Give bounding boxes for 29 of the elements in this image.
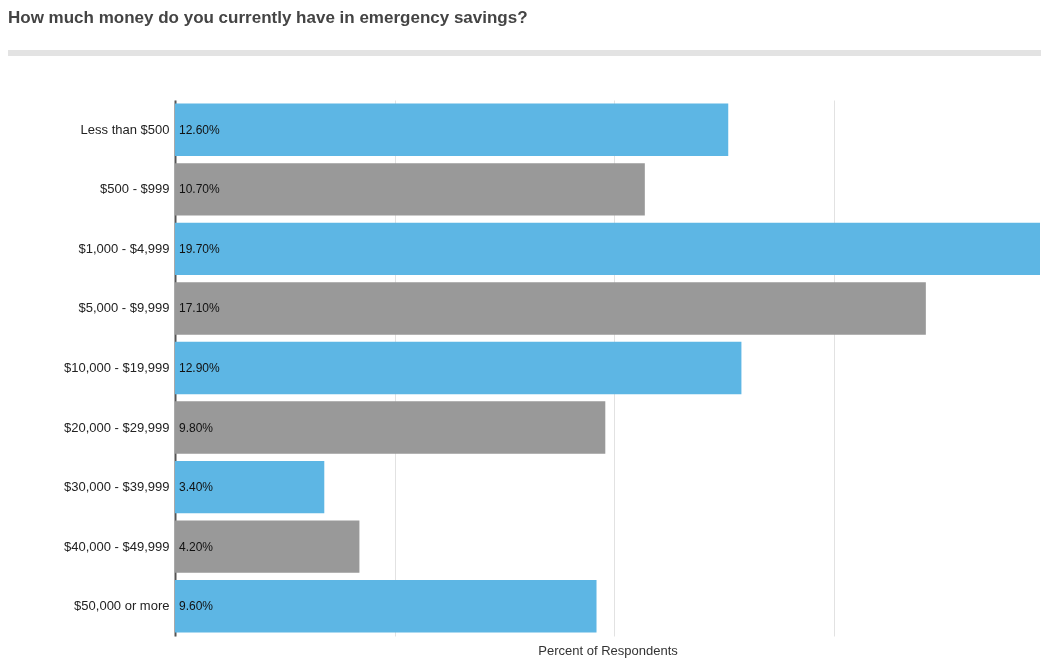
bar	[175, 282, 926, 335]
y-tick-label: $10,000 - $19,999	[63, 360, 170, 375]
y-tick-label: $20,000 - $29,999	[63, 419, 170, 435]
data-label: 3.40%	[179, 480, 214, 495]
bar	[175, 401, 606, 454]
data-label: 12.60%	[179, 122, 221, 137]
bar	[175, 580, 597, 633]
bar	[175, 460, 325, 514]
y-tick-label: Less than $500	[80, 121, 170, 137]
y-tick-label: $1,000 - $4,999	[78, 240, 170, 256]
data-label: 10.70%	[179, 182, 221, 197]
data-label: 9.80%	[179, 420, 214, 435]
data-label: 9.60%	[179, 599, 214, 614]
data-label: 12.90%	[179, 361, 221, 375]
data-label: 4.20%	[179, 539, 214, 554]
y-tick-label: $500 - $999	[100, 181, 170, 197]
y-tick-label: $40,000 - $49,999	[63, 538, 170, 554]
x-axis-title: Percent of Respondents	[538, 642, 679, 658]
bar	[175, 222, 1040, 276]
data-label: 17.10%	[179, 301, 221, 316]
bar	[175, 341, 742, 395]
y-tick-label: $5,000 - $9,999	[78, 300, 170, 316]
chart-title: How much money do you currently have in emergency savings?	[8, 8, 528, 28]
y-tick-label: $50,000 or more	[74, 598, 170, 614]
bar	[175, 103, 729, 156]
bar	[175, 163, 645, 216]
data-label: 19.70%	[179, 241, 221, 256]
bar	[175, 520, 360, 573]
y-tick-label: $30,000 - $39,999	[63, 479, 170, 495]
